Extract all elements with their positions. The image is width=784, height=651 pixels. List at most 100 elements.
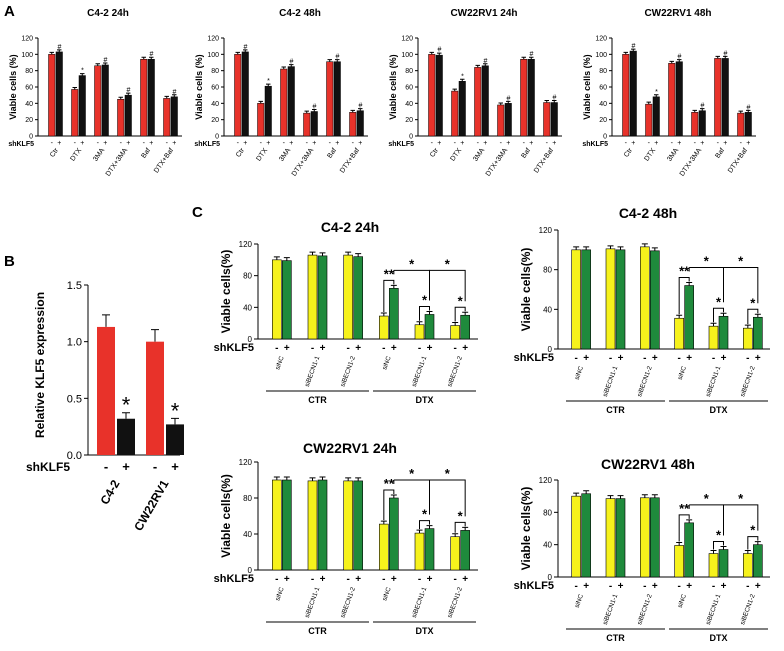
- significance-mark: *: [704, 254, 710, 269]
- error-bar: [380, 312, 387, 317]
- annotation-mark: #: [127, 87, 131, 94]
- category-label: DTX+3MA: [485, 147, 510, 178]
- sign-label: -: [143, 140, 146, 147]
- annotation-mark: #: [701, 103, 705, 110]
- error-bar: [266, 83, 271, 87]
- bar-shklf5-plus: [124, 94, 132, 137]
- sign-label: -: [104, 459, 108, 474]
- sign-label: -: [643, 581, 646, 592]
- bar-shklf5-minus: [520, 58, 528, 137]
- y-tick-label: 80: [543, 508, 552, 517]
- significance-star: *: [122, 393, 131, 418]
- y-axis-label: Viable cells(%): [519, 248, 533, 332]
- bar-shklf5-plus: [629, 50, 637, 137]
- sign-label: -: [275, 343, 278, 354]
- bar-shklf5-minus: [743, 553, 753, 578]
- sign-label: -: [311, 343, 314, 354]
- error-bar: [607, 245, 614, 249]
- category-label: DTX+3MA: [291, 147, 316, 178]
- pair-bracket: [713, 307, 724, 323]
- sign-label: +: [437, 140, 441, 147]
- error-bar: [641, 243, 648, 247]
- sign-label: +: [171, 459, 179, 474]
- category-label: siNC: [381, 586, 392, 602]
- bar-shklf5-minus: [674, 545, 684, 578]
- category-label: DTX: [255, 147, 269, 163]
- pair-bracket: [383, 489, 395, 521]
- group-label: shKLF5: [388, 141, 414, 148]
- y-tick-label: 0: [548, 573, 553, 582]
- category-label: siBECN1-2: [636, 593, 654, 626]
- y-tick-label: 40: [25, 101, 33, 108]
- category-label: DTX+Baf: [727, 147, 749, 174]
- annotation-mark: #: [507, 95, 511, 102]
- error-bar: [651, 247, 658, 251]
- group-label: shKLF5: [194, 141, 220, 148]
- y-tick-label: 1.5: [67, 280, 82, 292]
- significance-mark: *: [750, 295, 756, 310]
- annotation-mark: #: [104, 57, 108, 64]
- bar-shklf5-plus: [241, 51, 249, 137]
- y-axis-label: Viable cells (%): [194, 54, 204, 119]
- error-bar: [460, 78, 465, 82]
- annotation-mark: #: [359, 103, 363, 110]
- bar-shklf5-minus: [605, 248, 616, 350]
- error-bar: [552, 100, 557, 103]
- bar-shklf5-minus: [280, 68, 288, 137]
- bar-shklf5-minus: [307, 480, 318, 571]
- pair-bracket: [383, 279, 395, 313]
- sign-label: -: [329, 140, 332, 147]
- category-label: siBECN1-1: [705, 593, 723, 626]
- sign-label: +: [529, 140, 533, 147]
- bar-shklf5-minus: [708, 553, 719, 578]
- error-bar: [283, 257, 290, 261]
- sign-label: -: [717, 140, 720, 147]
- error-bar: [720, 546, 727, 550]
- y-tick-label: 0: [248, 566, 253, 575]
- chart-title: C4-2 24h: [321, 219, 379, 235]
- y-tick-label: 1.0: [67, 337, 82, 349]
- ctr-label: CTR: [308, 626, 327, 636]
- significance-mark: *: [422, 507, 428, 522]
- ctr-label: CTR: [606, 633, 625, 643]
- chart-title: C4-2 48h: [619, 205, 677, 221]
- error-bar: [676, 314, 683, 319]
- error-bar: [651, 494, 658, 498]
- sign-label: +: [618, 353, 624, 364]
- error-bar: [164, 95, 169, 99]
- category-label: Baf: [140, 147, 152, 160]
- bar-shklf5-minus: [272, 259, 282, 340]
- error-bar: [171, 417, 179, 425]
- sign-label: +: [122, 459, 130, 474]
- bar-shklf5-plus: [287, 66, 295, 137]
- y-axis-label: Viable cells (%): [8, 54, 18, 119]
- error-bar: [102, 314, 110, 327]
- bar-shklf5-minus: [497, 104, 505, 137]
- error-bar: [646, 101, 651, 105]
- error-bar: [744, 550, 751, 554]
- error-bar: [95, 63, 100, 66]
- significance-mark: *: [458, 508, 464, 523]
- error-bar: [617, 246, 624, 250]
- bar-shklf5-plus: [698, 110, 706, 137]
- significance-mark: **: [679, 501, 690, 516]
- error-bar: [437, 52, 442, 56]
- y-tick-label: 40: [405, 101, 413, 108]
- sign-label: +: [391, 343, 397, 354]
- error-bar: [416, 529, 423, 534]
- y-tick-label: 20: [211, 117, 219, 124]
- category-label: DTX: [69, 147, 83, 163]
- sign-label: -: [677, 581, 680, 592]
- y-tick-label: 40: [211, 101, 219, 108]
- error-bar: [380, 520, 387, 525]
- significance-mark: *: [738, 491, 744, 506]
- sign-label: -: [609, 581, 612, 592]
- category-label: siBECN1-1: [304, 586, 322, 619]
- sign-label: +: [460, 140, 464, 147]
- sign-label: -: [418, 343, 421, 354]
- bar-shklf5-plus: [435, 54, 443, 137]
- error-bar: [243, 49, 248, 52]
- bar-shklf5-plus: [282, 260, 292, 340]
- category-label: Baf: [714, 147, 726, 160]
